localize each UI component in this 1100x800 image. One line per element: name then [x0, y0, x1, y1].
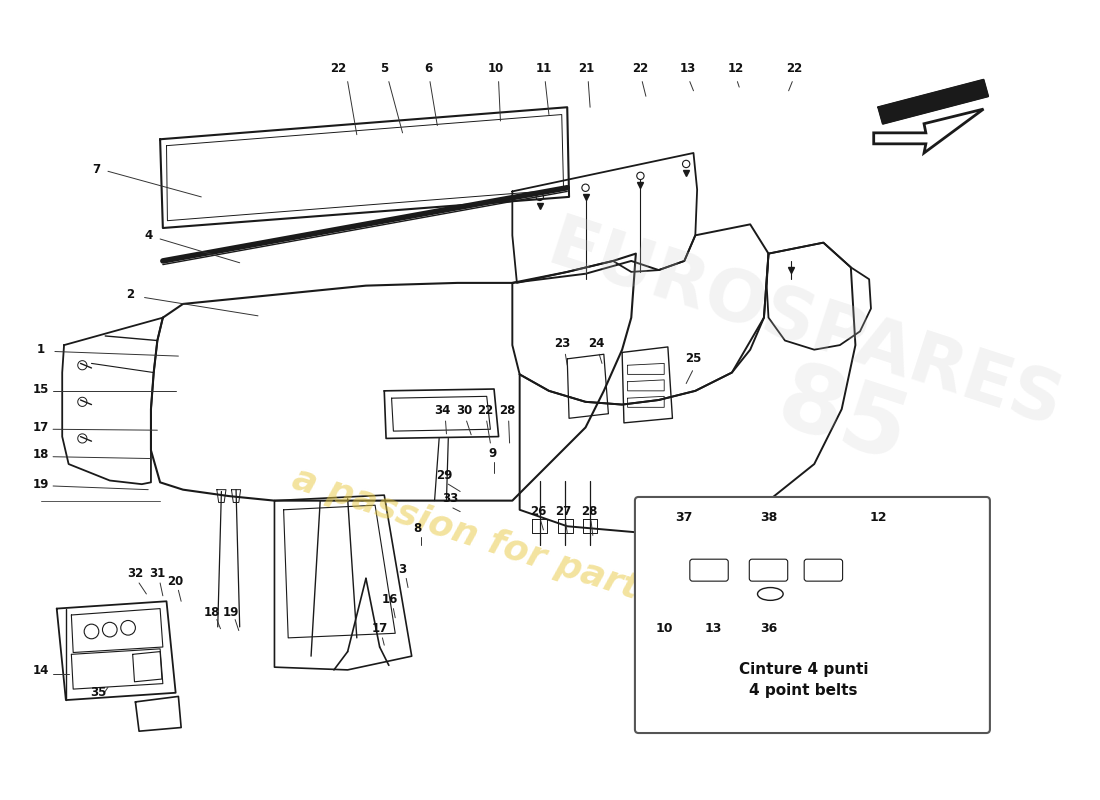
Text: 1: 1	[37, 343, 45, 356]
Text: 11: 11	[536, 62, 551, 75]
Text: 17: 17	[372, 622, 388, 635]
Text: 4 point belts: 4 point belts	[749, 683, 858, 698]
Text: 10: 10	[656, 622, 673, 635]
Text: 32: 32	[128, 567, 143, 580]
Text: 22: 22	[330, 62, 346, 75]
Text: 18: 18	[33, 448, 50, 462]
Text: EUROSPARES: EUROSPARES	[539, 211, 1071, 442]
Polygon shape	[873, 109, 983, 153]
Text: 22: 22	[476, 405, 493, 418]
Text: 29: 29	[437, 469, 453, 482]
Polygon shape	[878, 80, 988, 124]
Text: 24: 24	[588, 337, 605, 350]
Text: 28: 28	[499, 405, 516, 418]
Text: 31: 31	[150, 567, 165, 580]
Text: 9: 9	[488, 446, 496, 459]
Text: 12: 12	[869, 510, 887, 524]
Text: 14: 14	[33, 664, 50, 678]
FancyBboxPatch shape	[635, 497, 990, 733]
Text: 26: 26	[530, 505, 546, 518]
Text: Cinture 4 punti: Cinture 4 punti	[738, 662, 868, 678]
Text: 12: 12	[727, 62, 744, 75]
Text: 8: 8	[414, 522, 421, 534]
Text: 37: 37	[675, 510, 693, 524]
Text: 3: 3	[398, 562, 407, 576]
Text: 22: 22	[632, 62, 649, 75]
Text: 34: 34	[434, 405, 451, 418]
Text: 85: 85	[764, 354, 918, 482]
Text: 30: 30	[456, 405, 473, 418]
FancyBboxPatch shape	[749, 559, 788, 581]
Text: 33: 33	[442, 492, 459, 506]
Text: 27: 27	[556, 505, 572, 518]
Text: 22: 22	[786, 62, 802, 75]
Text: 20: 20	[167, 574, 184, 588]
FancyBboxPatch shape	[690, 559, 728, 581]
Text: 21: 21	[579, 62, 595, 75]
FancyBboxPatch shape	[804, 559, 843, 581]
Text: 16: 16	[382, 593, 398, 606]
Text: 28: 28	[581, 505, 597, 518]
Text: a passion for parts: a passion for parts	[288, 462, 663, 613]
Text: 17: 17	[33, 421, 50, 434]
Text: 10: 10	[487, 62, 504, 75]
Text: 13: 13	[705, 622, 723, 635]
Text: 18: 18	[205, 606, 220, 618]
Text: 35: 35	[90, 686, 107, 699]
Text: 13: 13	[680, 62, 696, 75]
Text: 5: 5	[381, 62, 388, 75]
Text: 25: 25	[685, 352, 702, 366]
Text: 6: 6	[424, 62, 432, 75]
Text: 23: 23	[554, 337, 571, 350]
Text: 19: 19	[222, 606, 239, 618]
Text: 7: 7	[92, 163, 100, 176]
Text: 36: 36	[760, 622, 777, 635]
Text: 19: 19	[33, 478, 50, 490]
Text: 2: 2	[125, 288, 134, 302]
Text: 38: 38	[760, 510, 777, 524]
Text: 4: 4	[144, 229, 152, 242]
Text: 15: 15	[33, 382, 50, 395]
